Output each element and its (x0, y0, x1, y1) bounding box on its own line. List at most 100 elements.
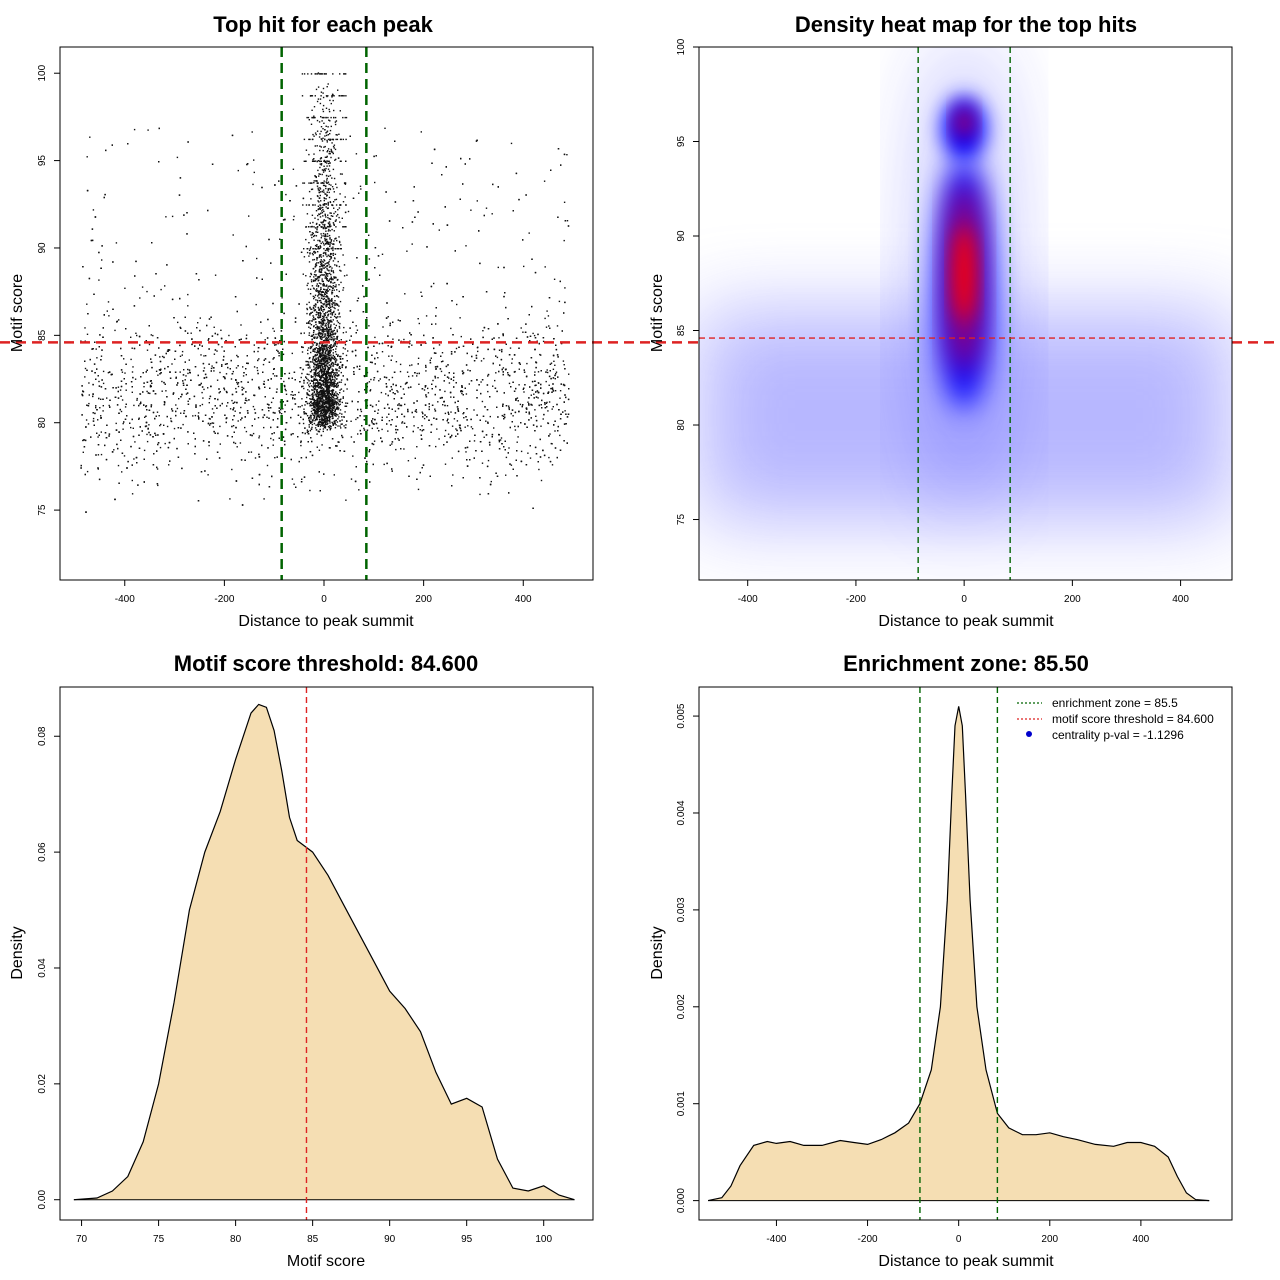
scatter-point (508, 374, 511, 377)
scatter-point (394, 410, 397, 412)
scatter-point (522, 404, 524, 406)
scatter-point (489, 483, 492, 486)
scatter-point (197, 412, 200, 414)
scatter-point (414, 372, 416, 374)
scatter-point (527, 452, 529, 454)
scatter-point (311, 369, 313, 371)
scatter-point (137, 484, 139, 486)
scatter-point (329, 377, 331, 380)
scatter-point (316, 257, 319, 259)
scatter-point (160, 288, 162, 291)
scatter-point (327, 189, 329, 191)
scatter-point (442, 360, 444, 362)
scatter-point (321, 120, 323, 122)
scatter-point (186, 392, 189, 394)
scatter-point (322, 232, 325, 235)
scatter-point (325, 198, 327, 200)
scatter-point (322, 128, 324, 130)
scatter-point (267, 318, 269, 321)
scatter-point (464, 163, 466, 165)
scatter-point (550, 442, 552, 445)
scatter-point (387, 394, 389, 397)
scatter-point (321, 320, 324, 322)
scatter-point (307, 349, 309, 351)
scatter-point (444, 435, 446, 437)
scatter-point (200, 471, 203, 473)
scatter-point (328, 322, 330, 324)
scatter-point (431, 383, 433, 385)
scatter-point (206, 458, 208, 460)
scatter-point (214, 432, 216, 434)
scatter-point (311, 404, 313, 407)
scatter-point (270, 401, 273, 404)
scatter-point (489, 415, 491, 418)
scatter-point (374, 357, 376, 360)
scatter-point (239, 442, 242, 444)
scatter-point (548, 456, 550, 459)
scatter-point (519, 363, 521, 365)
scatter-point (81, 394, 84, 397)
scatter-point (208, 444, 210, 447)
scatter-point (349, 339, 351, 341)
scatter-point (338, 370, 340, 372)
scatter-point (319, 145, 321, 147)
scatter-point (246, 410, 249, 412)
scatter-point (88, 394, 90, 396)
scatter-point (124, 406, 127, 408)
scatter-point (511, 409, 514, 411)
scatter-point (313, 288, 315, 290)
scatter-point (328, 285, 330, 288)
scatter-point (242, 393, 244, 395)
scatter-point (163, 401, 166, 403)
scatter-point (547, 410, 549, 412)
scatter-point (454, 401, 456, 404)
scatter-point (80, 467, 82, 469)
scatter-point (324, 422, 327, 424)
scatter-point (406, 371, 409, 373)
scatter-point (417, 363, 419, 365)
scatter-point (293, 215, 295, 218)
scatter-point (395, 448, 397, 451)
scatter-point (540, 354, 542, 356)
scatter-point (318, 398, 321, 400)
scatter-point (172, 392, 175, 394)
scatter-point (284, 404, 286, 406)
scatter-point (376, 352, 378, 354)
scatter-point (317, 169, 319, 172)
scatter-point (301, 385, 303, 388)
scatter-point (330, 125, 332, 128)
scatter-point (311, 285, 314, 287)
scatter-point (316, 328, 318, 330)
scatter-point (560, 383, 562, 385)
scatter-point (433, 417, 435, 419)
scatter-point (269, 387, 271, 389)
scatter-point (184, 361, 186, 363)
scatter-point (330, 413, 332, 415)
scatter-point (213, 412, 215, 414)
scatter-point (176, 447, 178, 450)
scatter-point (471, 355, 473, 358)
scatter-point (338, 366, 341, 368)
scatter-point (159, 360, 162, 363)
scatter-point (187, 431, 189, 433)
scatter-point (457, 408, 459, 410)
scatter-point (394, 140, 396, 142)
scatter-point (309, 421, 311, 423)
scatter-point (327, 388, 330, 390)
scatter-point (236, 381, 238, 384)
scatter-point (152, 464, 155, 466)
scatter-point (400, 385, 402, 388)
scatter-point (352, 197, 355, 199)
scatter-point (320, 91, 323, 93)
scatter-point (552, 390, 555, 392)
scatter-point (141, 286, 144, 288)
scatter-point (340, 398, 342, 400)
scatter-point (97, 467, 99, 469)
scatter-point (319, 321, 321, 323)
scatter-point (528, 403, 530, 405)
scatter-point (158, 415, 160, 417)
scatter-point (148, 343, 151, 346)
scatter-point (424, 404, 427, 406)
scatter-point (138, 417, 140, 419)
scatter-point (331, 368, 333, 370)
